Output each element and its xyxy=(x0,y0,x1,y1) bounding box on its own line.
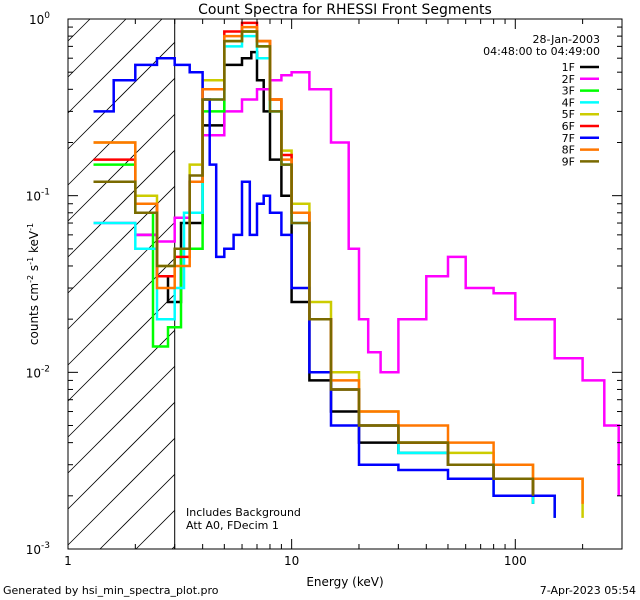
chart-title: Count Spectra for RHESSI Front Segments xyxy=(198,2,492,18)
legend-label-6F: 6F xyxy=(562,120,575,133)
hatch-line xyxy=(67,18,127,78)
x-axis-label: Energy (keV) xyxy=(306,575,383,589)
legend-label-2F: 2F xyxy=(562,73,575,86)
legend-label-9F: 9F xyxy=(562,155,575,168)
legend-label-5F: 5F xyxy=(562,108,575,121)
x-tick-label: 100 xyxy=(504,554,527,568)
hatch-line xyxy=(67,114,175,222)
legend-label-4F: 4F xyxy=(562,96,575,109)
hatch-line xyxy=(67,258,175,366)
series-5F-line xyxy=(93,30,584,518)
plot-frame xyxy=(67,18,623,550)
hatched-region xyxy=(67,18,176,550)
hatch-line xyxy=(67,366,175,474)
hatch-line xyxy=(67,150,175,258)
series-7F-line xyxy=(93,56,556,518)
legend-label-7F: 7F xyxy=(562,132,575,145)
series-9F-line xyxy=(93,30,535,496)
generated-by-label: Generated by hsi_min_spectra_plot.pro xyxy=(3,584,219,597)
date-label: 28-Jan-2003 xyxy=(533,33,601,46)
hatch-line xyxy=(67,402,175,510)
annotation-background: Includes Background xyxy=(186,506,301,519)
hatch-line xyxy=(67,18,163,114)
y-tick-label: 10-2 xyxy=(26,364,50,380)
y-tick-label: 100 xyxy=(29,11,50,27)
hatch-line xyxy=(67,438,175,546)
series-3F-line xyxy=(93,30,556,518)
hatch-line xyxy=(67,330,175,438)
series-8F-line xyxy=(93,25,584,504)
generation-timestamp: 7-Apr-2023 05:54 xyxy=(539,584,636,597)
y-tick-label: 10-1 xyxy=(26,188,50,204)
series-4F-line xyxy=(93,34,535,504)
legend-label-1F: 1F xyxy=(562,61,575,74)
series-layer xyxy=(93,21,620,518)
series-1F-line xyxy=(135,50,535,504)
hatch-line xyxy=(67,18,91,42)
legend-label-3F: 3F xyxy=(562,85,575,98)
time-range-label: 04:48:00 to 04:49:00 xyxy=(483,45,600,58)
y-axis-label: counts cm-2 s-1 keV-1 xyxy=(26,223,41,345)
hatch-line xyxy=(99,474,175,550)
y-tick-label: 10-3 xyxy=(26,541,50,557)
legend-label-8F: 8F xyxy=(562,144,575,157)
series-2F-line xyxy=(93,70,620,496)
hatch-line xyxy=(135,510,175,550)
hatch-line xyxy=(67,78,175,186)
annotation-attenuator: Att A0, FDecim 1 xyxy=(186,519,279,532)
x-tick-label: 10 xyxy=(284,554,299,568)
x-tick-label: 1 xyxy=(64,554,72,568)
